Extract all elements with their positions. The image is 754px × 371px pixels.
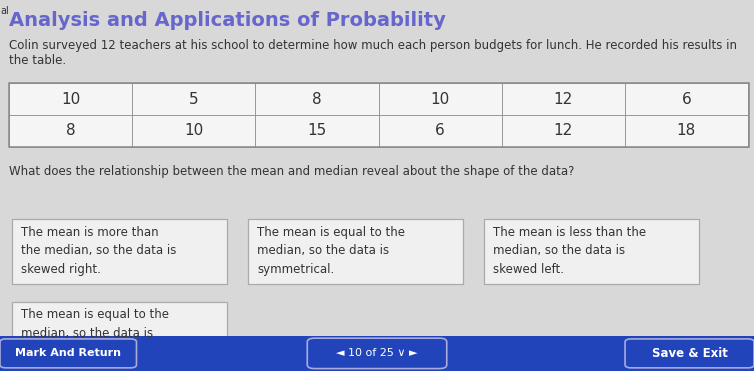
Bar [625,115,748,147]
Text: The mean is less than the
median, so the data is
skewed left.: The mean is less than the median, so the… [493,226,646,276]
Text: 10: 10 [61,92,80,107]
Text: 5: 5 [189,92,198,107]
Text: 15: 15 [308,123,326,138]
Text: Analysis and Applications of Probability: Analysis and Applications of Probability [9,11,446,30]
Text: 6: 6 [682,92,691,107]
Text: What does the relationship between the mean and median reveal about the shape of: What does the relationship between the m… [9,165,575,178]
FancyBboxPatch shape [12,219,227,284]
FancyBboxPatch shape [12,302,227,347]
Text: 10: 10 [431,92,449,107]
Bar [256,83,379,115]
Text: 12: 12 [553,123,573,138]
Text: 12: 12 [553,92,573,107]
Bar [132,115,256,147]
Bar [501,83,625,115]
FancyBboxPatch shape [308,338,446,369]
Text: Save & Exit: Save & Exit [651,347,728,360]
Bar [256,115,379,147]
Bar [501,115,625,147]
Text: The mean is more than
the median, so the data is
skewed right.: The mean is more than the median, so the… [21,226,176,276]
Text: 6: 6 [435,123,445,138]
Bar [132,83,256,115]
Bar [0,336,754,371]
Text: ◄ 10 of 25 ∨ ►: ◄ 10 of 25 ∨ ► [336,348,418,358]
Text: The mean is equal to the
median, so the data is: The mean is equal to the median, so the … [21,308,169,340]
Text: The mean is equal to the
median, so the data is
symmetrical.: The mean is equal to the median, so the … [257,226,405,276]
FancyBboxPatch shape [0,339,136,368]
Bar [379,115,501,147]
FancyBboxPatch shape [625,339,754,368]
Text: al: al [0,6,9,16]
Text: 18: 18 [677,123,696,138]
FancyBboxPatch shape [484,219,699,284]
Text: the table.: the table. [9,54,66,67]
Text: Mark And Return: Mark And Return [15,348,121,358]
Bar [625,83,748,115]
Bar [9,83,132,115]
Text: 8: 8 [66,123,75,138]
FancyBboxPatch shape [248,219,463,284]
Bar [9,83,749,147]
Text: Colin surveyed 12 teachers at his school to determine how much each person budge: Colin surveyed 12 teachers at his school… [9,39,737,52]
Text: 10: 10 [184,123,204,138]
Text: 8: 8 [312,92,322,107]
Bar [379,83,501,115]
Bar [9,115,132,147]
